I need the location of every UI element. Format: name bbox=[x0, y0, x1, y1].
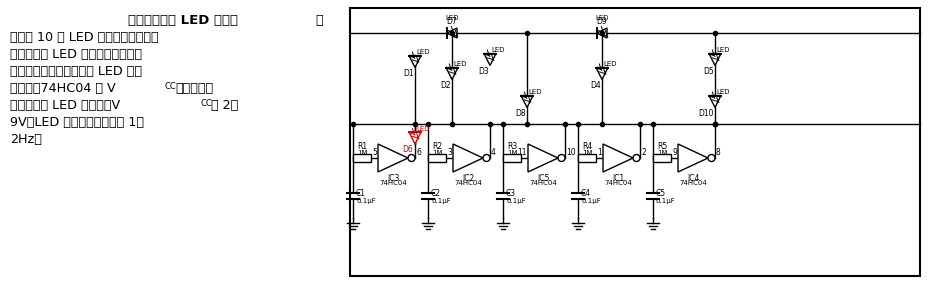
Text: 2Hz。: 2Hz。 bbox=[10, 133, 42, 146]
Bar bbox=[653, 154, 671, 162]
Text: 1M: 1M bbox=[432, 150, 443, 156]
Text: LED: LED bbox=[491, 47, 504, 53]
Text: 1M: 1M bbox=[357, 150, 367, 156]
Text: 一次点亮两个 LED 的电路: 一次点亮两个 LED 的电路 bbox=[128, 14, 238, 27]
Text: IC1: IC1 bbox=[612, 174, 624, 183]
Polygon shape bbox=[597, 28, 607, 38]
Text: 74HC04: 74HC04 bbox=[379, 180, 407, 186]
Text: 之间的电阻: 之间的电阻 bbox=[175, 82, 213, 95]
Text: D1: D1 bbox=[404, 69, 414, 78]
Text: 10: 10 bbox=[566, 148, 576, 157]
Text: 可限制流过 LED 的电流。V: 可限制流过 LED 的电流。V bbox=[10, 99, 120, 112]
Text: IC3: IC3 bbox=[387, 174, 399, 183]
Text: 此: 此 bbox=[308, 14, 324, 27]
Text: 开。图中电阻和电容控制 LED 的闪: 开。图中电阻和电容控制 LED 的闪 bbox=[10, 65, 142, 78]
Text: 74HC04: 74HC04 bbox=[679, 180, 707, 186]
Text: 1M: 1M bbox=[657, 150, 667, 156]
Text: C5: C5 bbox=[656, 188, 666, 198]
Text: 74HC04: 74HC04 bbox=[529, 180, 557, 186]
Polygon shape bbox=[709, 53, 721, 65]
Text: R1: R1 bbox=[357, 142, 367, 151]
Polygon shape bbox=[378, 144, 408, 172]
Bar bbox=[350, 8, 920, 276]
Polygon shape bbox=[521, 96, 533, 108]
Circle shape bbox=[708, 154, 715, 162]
Text: C2: C2 bbox=[431, 188, 441, 198]
Text: 5: 5 bbox=[372, 148, 377, 157]
Text: D3: D3 bbox=[478, 67, 489, 76]
Text: LED: LED bbox=[416, 126, 430, 132]
Text: LED: LED bbox=[603, 61, 617, 67]
Text: IC5: IC5 bbox=[537, 174, 550, 183]
Polygon shape bbox=[603, 144, 633, 172]
Text: 1: 1 bbox=[597, 148, 602, 157]
Text: 9: 9 bbox=[672, 148, 677, 157]
Text: D2: D2 bbox=[441, 81, 451, 90]
Text: 4: 4 bbox=[491, 148, 496, 157]
Text: R3: R3 bbox=[507, 142, 517, 151]
Circle shape bbox=[633, 154, 640, 162]
Text: LED: LED bbox=[416, 49, 430, 55]
Text: D5: D5 bbox=[703, 67, 714, 76]
Text: CC: CC bbox=[164, 82, 176, 91]
Text: 9V，LED 的点亮循环周期为 1～: 9V，LED 的点亮循环周期为 1～ bbox=[10, 116, 144, 129]
Bar bbox=[503, 154, 521, 162]
Text: 11: 11 bbox=[517, 148, 527, 157]
Bar bbox=[578, 154, 596, 162]
Polygon shape bbox=[409, 55, 421, 67]
Text: R4: R4 bbox=[582, 142, 592, 151]
Text: LED: LED bbox=[595, 15, 609, 21]
Polygon shape bbox=[409, 132, 421, 144]
Text: 0.1μF: 0.1μF bbox=[506, 198, 525, 204]
Circle shape bbox=[483, 154, 490, 162]
Polygon shape bbox=[709, 96, 721, 108]
Text: CC: CC bbox=[200, 99, 212, 108]
Text: IC4: IC4 bbox=[687, 174, 699, 183]
Text: D4: D4 bbox=[591, 81, 601, 90]
Circle shape bbox=[558, 154, 565, 162]
Circle shape bbox=[408, 154, 415, 162]
Text: D6: D6 bbox=[403, 146, 413, 154]
Text: 6: 6 bbox=[416, 148, 421, 157]
Text: 2: 2 bbox=[641, 148, 645, 157]
Text: D8: D8 bbox=[515, 109, 526, 118]
Text: C4: C4 bbox=[581, 188, 591, 198]
Text: LED: LED bbox=[716, 90, 729, 96]
Text: LED: LED bbox=[528, 90, 541, 96]
Text: 0.1μF: 0.1μF bbox=[656, 198, 676, 204]
Text: 为 2～: 为 2～ bbox=[211, 99, 238, 112]
Bar bbox=[428, 154, 446, 162]
Text: 0.1μF: 0.1μF bbox=[431, 198, 451, 204]
Text: LED: LED bbox=[453, 61, 467, 67]
Text: 0.1μF: 0.1μF bbox=[356, 198, 376, 204]
Polygon shape bbox=[678, 144, 708, 172]
Polygon shape bbox=[453, 144, 483, 172]
Text: LED: LED bbox=[445, 15, 458, 21]
Text: 8: 8 bbox=[716, 148, 721, 157]
Polygon shape bbox=[446, 67, 458, 80]
Text: 1M: 1M bbox=[507, 150, 517, 156]
Text: 3: 3 bbox=[447, 148, 452, 157]
Bar bbox=[353, 154, 371, 162]
Polygon shape bbox=[447, 28, 457, 38]
Text: R2: R2 bbox=[432, 142, 442, 151]
Polygon shape bbox=[484, 53, 496, 65]
Polygon shape bbox=[596, 67, 608, 80]
Text: 0.1μF: 0.1μF bbox=[581, 198, 601, 204]
Text: 电路在 10 个 LED 间循环。一次点亮: 电路在 10 个 LED 间循环。一次点亮 bbox=[10, 31, 159, 44]
Text: 74HC04: 74HC04 bbox=[454, 180, 482, 186]
Text: IC2: IC2 bbox=[462, 174, 474, 183]
Text: 1M: 1M bbox=[582, 150, 592, 156]
Text: 两个。一个 LED 在下一个导通时断: 两个。一个 LED 在下一个导通时断 bbox=[10, 48, 142, 61]
Text: 亮速率。74HC04 和 V: 亮速率。74HC04 和 V bbox=[10, 82, 115, 95]
Text: LED: LED bbox=[716, 47, 729, 53]
Text: D7: D7 bbox=[446, 17, 458, 26]
Text: C3: C3 bbox=[506, 188, 516, 198]
Text: R5: R5 bbox=[657, 142, 667, 151]
Text: D9: D9 bbox=[597, 17, 607, 26]
Polygon shape bbox=[528, 144, 558, 172]
Text: C1: C1 bbox=[356, 188, 366, 198]
Text: 74HC04: 74HC04 bbox=[604, 180, 631, 186]
Text: D10: D10 bbox=[698, 109, 714, 118]
